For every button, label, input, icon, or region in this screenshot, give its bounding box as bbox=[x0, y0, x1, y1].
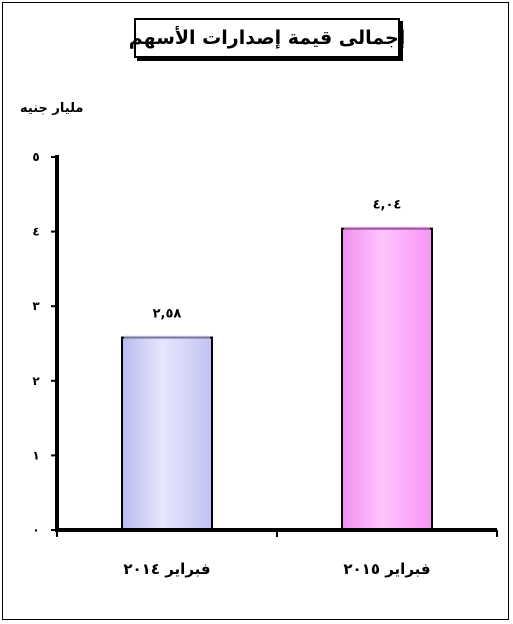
x-category-label: فبراير ٢٠١٥ bbox=[343, 560, 430, 578]
bar-value-label: ٢,٥٨ bbox=[153, 307, 182, 322]
y-tick-label: ٥ bbox=[32, 150, 39, 164]
y-tick-label: ٢ bbox=[32, 374, 40, 388]
x-category-label: فبراير ٢٠١٤ bbox=[123, 560, 210, 578]
bar-top-highlight bbox=[344, 226, 430, 230]
bar-top-highlight bbox=[124, 335, 210, 339]
y-tick-label: ٠ bbox=[32, 523, 39, 537]
y-tick-label: ١ bbox=[32, 448, 39, 462]
y-axis-unit-label: مليار جنيه bbox=[20, 101, 84, 116]
y-tick-label: ٤ bbox=[32, 225, 39, 239]
bar bbox=[121, 336, 213, 532]
chart-title: إجمالى قيمة إصدارات الأسهم bbox=[129, 18, 405, 58]
y-tick-label: ٣ bbox=[32, 299, 40, 313]
bar-value-label: ٤,٠٤ bbox=[373, 198, 402, 213]
bar bbox=[341, 227, 433, 531]
chart-frame bbox=[2, 2, 509, 620]
